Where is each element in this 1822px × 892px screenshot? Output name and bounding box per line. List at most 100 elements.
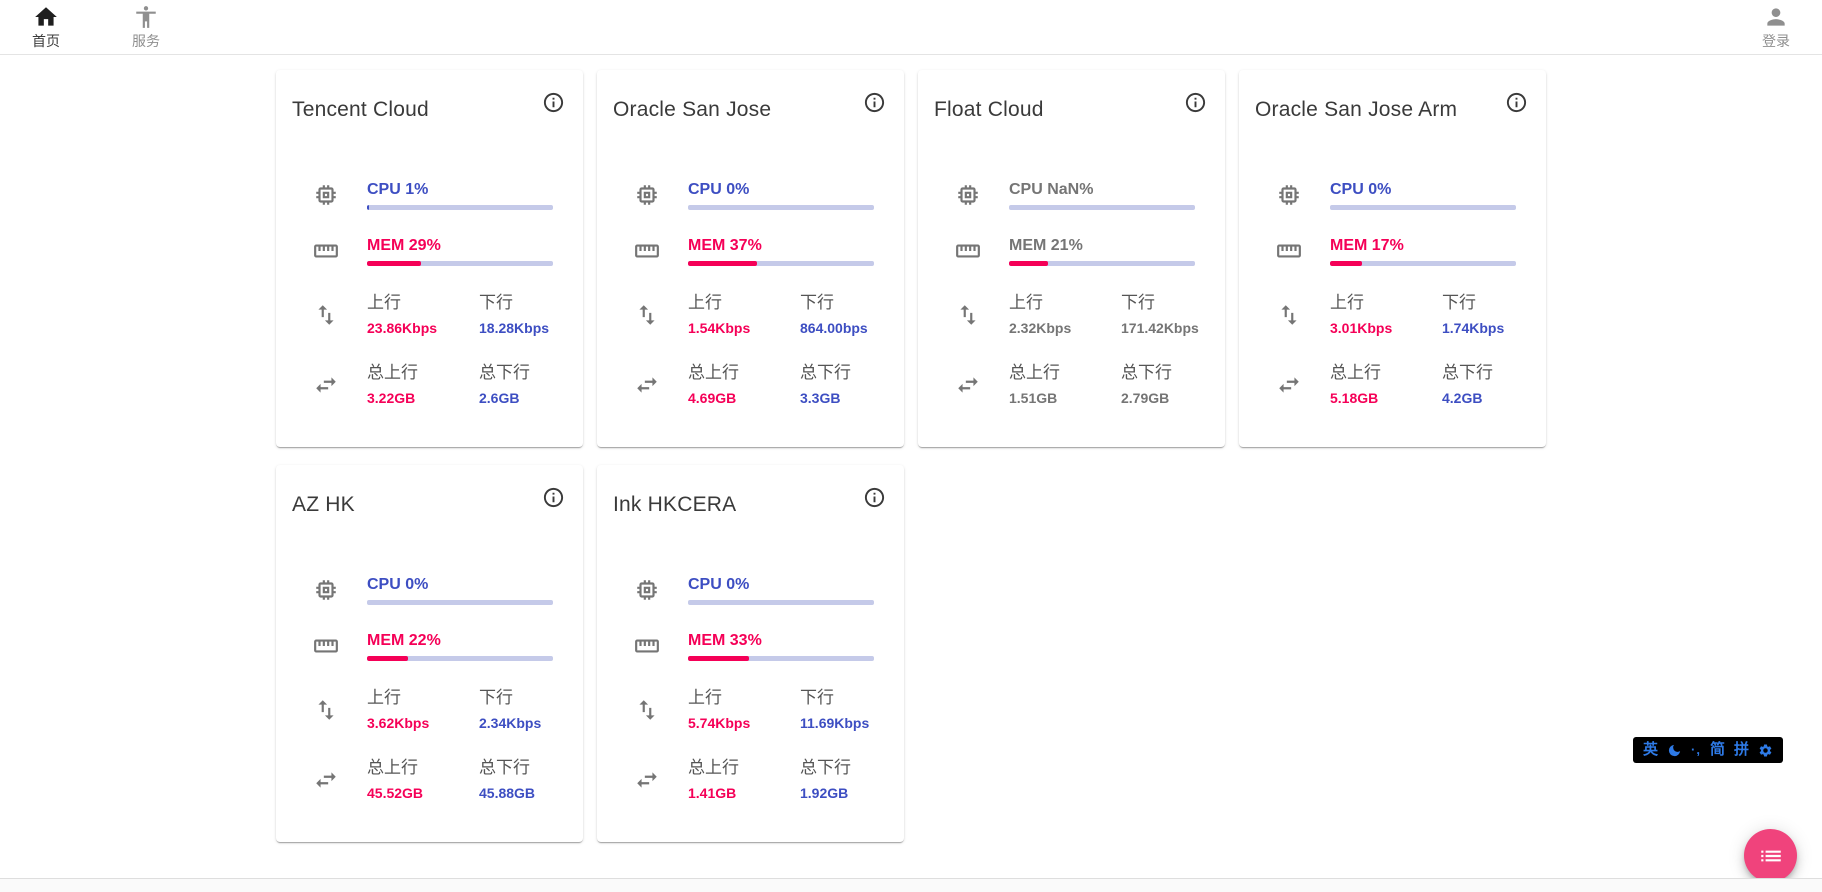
total-row: 总上行 45.52GB 总下行 45.88GB	[292, 757, 567, 802]
list-icon	[1760, 850, 1781, 861]
mem-row: MEM 37%	[613, 236, 888, 266]
total-upload-label: 总上行	[688, 758, 739, 777]
nav-item-services[interactable]: 服务	[122, 0, 170, 55]
gear-icon[interactable]	[1758, 743, 1773, 758]
server-card-body: CPU 0% MEM 17%	[1255, 180, 1530, 407]
mem-progress-bar	[688, 261, 874, 266]
mem-usage-label: MEM 17%	[1330, 237, 1404, 254]
mem-usage-label: MEM 21%	[1009, 237, 1083, 254]
server-card-body: CPU 1% MEM 29%	[292, 180, 567, 407]
total-download-label: 总下行	[1442, 363, 1493, 382]
total-download-value: 4.2GB	[1442, 390, 1483, 406]
nav-services-label: 服务	[132, 32, 160, 49]
cpu-usage-label: CPU 0%	[688, 576, 750, 593]
swap-horizontal-icon	[955, 372, 981, 398]
info-icon	[543, 92, 564, 113]
server-card-4: AZ HK CPU 0%	[276, 465, 583, 842]
upload-label: 上行	[367, 293, 401, 312]
cpu-row: CPU 0%	[1255, 180, 1530, 210]
server-info-button[interactable]	[1505, 91, 1528, 114]
page-footer	[0, 878, 1822, 892]
ruler-icon	[955, 238, 981, 264]
mem-usage-label: MEM 29%	[367, 237, 441, 254]
server-name: Ink HKCERA	[613, 493, 737, 516]
server-card-body: CPU 0% MEM 22%	[292, 575, 567, 802]
upload-speed-value: 3.62Kbps	[367, 715, 430, 731]
main-content: Tencent Cloud CPU 1%	[0, 70, 1822, 842]
mem-progress-bar	[688, 656, 874, 661]
download-label: 下行	[1121, 293, 1155, 312]
total-row: 总上行 5.18GB 总下行 4.2GB	[1255, 362, 1530, 407]
mem-usage-label: MEM 33%	[688, 632, 762, 649]
mem-row: MEM 33%	[613, 631, 888, 661]
total-download-value: 2.79GB	[1121, 390, 1170, 406]
server-info-button[interactable]	[542, 91, 565, 114]
server-list-fab[interactable]	[1744, 829, 1797, 882]
ruler-icon	[1276, 238, 1302, 264]
mem-progress-bar	[1330, 261, 1516, 266]
ruler-icon	[313, 633, 339, 659]
cpu-row: CPU 1%	[292, 180, 567, 210]
download-speed-value: 171.42Kbps	[1121, 320, 1199, 336]
ime-language-toggle[interactable]: 英	[1643, 741, 1659, 758]
download-speed-value: 18.28Kbps	[479, 320, 550, 336]
cpu-progress-bar	[367, 205, 553, 210]
speed-row: 上行 23.86Kbps 下行 18.28Kbps	[292, 292, 567, 337]
cpu-usage-label: CPU NaN%	[1009, 181, 1094, 198]
total-download-value: 2.6GB	[479, 390, 520, 406]
download-label: 下行	[1442, 293, 1476, 312]
total-upload-value: 1.51GB	[1009, 390, 1058, 406]
download-speed-value: 11.69Kbps	[800, 715, 870, 731]
nav-item-home[interactable]: 首页	[22, 0, 70, 55]
ime-pinyin-toggle[interactable]: 拼	[1733, 741, 1749, 758]
cpu-chip-icon	[634, 182, 660, 208]
server-name: Tencent Cloud	[292, 98, 429, 121]
cpu-progress-bar	[367, 600, 553, 605]
total-upload-label: 总上行	[367, 363, 418, 382]
ime-punctuation-toggle[interactable]: ·,	[1691, 742, 1701, 757]
server-card-body: CPU 0% MEM 37%	[613, 180, 888, 407]
server-name: AZ HK	[292, 493, 355, 516]
upload-speed-value: 1.54Kbps	[688, 320, 751, 336]
total-upload-label: 总上行	[367, 758, 418, 777]
total-upload-value: 1.41GB	[688, 785, 737, 801]
server-info-button[interactable]	[863, 91, 886, 114]
server-card-1: Oracle San Jose CPU 0%	[597, 70, 904, 447]
up-down-arrows-icon	[313, 697, 339, 723]
server-card-body: CPU NaN% MEM 21%	[934, 180, 1209, 407]
cpu-usage-label: CPU 1%	[367, 181, 429, 198]
total-upload-value: 4.69GB	[688, 390, 737, 406]
total-download-value: 3.3GB	[800, 390, 841, 406]
ime-toolbar: 英 ·, 简 拼	[1633, 737, 1783, 763]
server-info-button[interactable]	[542, 486, 565, 509]
mem-row: MEM 22%	[292, 631, 567, 661]
ime-simplified-toggle[interactable]: 简	[1709, 741, 1725, 758]
cpu-progress-bar	[1009, 205, 1195, 210]
server-name: Float Cloud	[934, 98, 1044, 121]
download-label: 下行	[800, 293, 834, 312]
moon-icon[interactable]	[1667, 743, 1682, 758]
total-download-label: 总下行	[1121, 363, 1172, 382]
server-info-button[interactable]	[1184, 91, 1207, 114]
nav-login-label: 登录	[1762, 32, 1790, 49]
speed-row: 上行 3.62Kbps 下行 2.34Kbps	[292, 687, 567, 732]
total-download-label: 总下行	[479, 758, 530, 777]
cpu-usage-label: CPU 0%	[688, 181, 750, 198]
total-download-label: 总下行	[800, 758, 851, 777]
info-icon	[864, 92, 885, 113]
total-row: 总上行 1.51GB 总下行 2.79GB	[934, 362, 1209, 407]
server-info-button[interactable]	[863, 486, 886, 509]
info-icon	[1506, 92, 1527, 113]
cpu-progress-bar	[688, 205, 874, 210]
upload-speed-value: 2.32Kbps	[1009, 320, 1072, 336]
mem-progress-bar	[1009, 261, 1195, 266]
cpu-chip-icon	[313, 182, 339, 208]
swap-horizontal-icon	[634, 767, 660, 793]
info-icon	[864, 487, 885, 508]
server-card-0: Tencent Cloud CPU 1%	[276, 70, 583, 447]
mem-row: MEM 17%	[1255, 236, 1530, 266]
nav-item-login[interactable]: 登录	[1752, 0, 1800, 55]
info-icon	[1185, 92, 1206, 113]
server-cards-grid: Tencent Cloud CPU 1%	[276, 70, 1546, 842]
person-icon	[1767, 7, 1785, 26]
